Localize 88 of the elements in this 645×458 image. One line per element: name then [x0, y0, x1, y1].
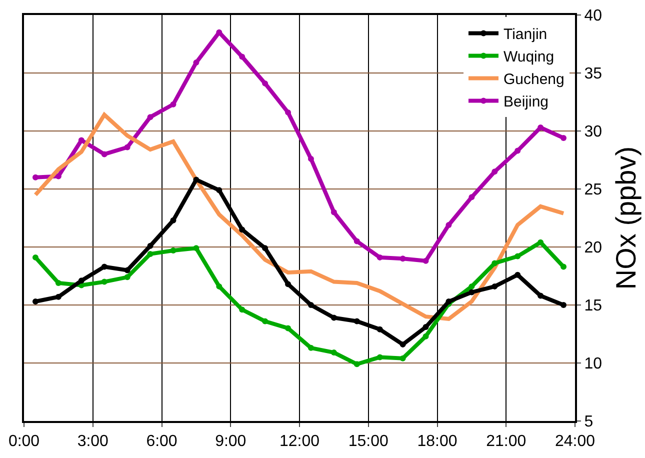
- legend-label: Beijing: [503, 94, 549, 111]
- legend-label: Wuqing: [503, 48, 554, 66]
- x-tick-label: 12:00: [279, 433, 320, 450]
- point: [492, 168, 498, 175]
- point: [285, 109, 292, 116]
- point: [262, 245, 268, 252]
- point: [239, 226, 246, 233]
- y-axis-title: NOx (ppbv): [610, 146, 642, 290]
- point: [560, 264, 567, 270]
- point: [354, 318, 360, 324]
- point: [422, 333, 429, 340]
- point: [193, 60, 200, 66]
- legend-label: Gucheng: [503, 71, 564, 88]
- point: [262, 318, 268, 324]
- point: [560, 302, 567, 308]
- y-tick-label: 25: [584, 182, 602, 199]
- point: [492, 260, 498, 266]
- point: [330, 314, 337, 321]
- point: [55, 294, 62, 300]
- point: [468, 283, 475, 290]
- y-tick-label: 10: [584, 356, 602, 373]
- point: [376, 354, 383, 360]
- point: [147, 250, 154, 257]
- point: [514, 148, 521, 154]
- point: [101, 264, 108, 270]
- point: [147, 114, 154, 120]
- point: [101, 151, 108, 158]
- point: [124, 144, 130, 150]
- point: [468, 289, 475, 296]
- point: [124, 274, 130, 280]
- y-tick-label: 40: [584, 8, 602, 25]
- point: [124, 267, 130, 274]
- point: [538, 239, 544, 246]
- y-tick-label: 20: [584, 240, 602, 257]
- point: [376, 254, 383, 260]
- x-tick-label: 3:00: [77, 433, 109, 450]
- point: [308, 156, 314, 162]
- point: [239, 306, 246, 313]
- point: [422, 258, 429, 264]
- point: [285, 325, 292, 332]
- point: [354, 238, 360, 244]
- point: [170, 217, 176, 224]
- point: [514, 272, 521, 278]
- point: [285, 281, 292, 288]
- point: [492, 283, 498, 290]
- point: [239, 54, 246, 60]
- point: [32, 298, 38, 305]
- point: [308, 302, 314, 308]
- point: [468, 194, 475, 200]
- point: [216, 187, 222, 194]
- point: [32, 254, 38, 260]
- point: [170, 247, 176, 254]
- x-tick-label: 21:00: [486, 433, 526, 450]
- x-tick-label: 9:00: [215, 433, 246, 450]
- point: [538, 124, 544, 131]
- point: [262, 80, 268, 86]
- point: [32, 174, 38, 180]
- point: [446, 222, 452, 228]
- point: [400, 341, 406, 348]
- point: [400, 355, 406, 362]
- point: [308, 344, 314, 351]
- y-tick-label: 15: [584, 298, 602, 315]
- point: [538, 292, 544, 299]
- y-tick-label: 5: [584, 414, 594, 431]
- x-tick-label: 6:00: [146, 433, 178, 450]
- y-tick-label: 35: [584, 66, 602, 83]
- point: [170, 101, 176, 108]
- x-tick-label: 18:00: [417, 433, 458, 450]
- point: [101, 278, 108, 285]
- point: [354, 361, 360, 368]
- y-tick-label: 30: [584, 124, 602, 141]
- legend-label: Tianjin: [503, 26, 548, 44]
- x-tick-label: 0:00: [8, 433, 40, 450]
- point: [55, 280, 62, 286]
- point: [193, 245, 200, 252]
- point: [514, 253, 521, 260]
- point: [216, 283, 222, 290]
- point: [78, 137, 84, 144]
- point: [376, 326, 383, 332]
- point: [193, 176, 200, 183]
- x-tick-label: 15:00: [348, 433, 388, 450]
- line-series: [33, 112, 566, 321]
- point: [330, 209, 337, 216]
- x-tick-label: 24:00: [554, 433, 596, 450]
- point: [422, 324, 429, 330]
- point: [560, 134, 567, 141]
- point: [147, 242, 154, 249]
- point: [78, 278, 84, 284]
